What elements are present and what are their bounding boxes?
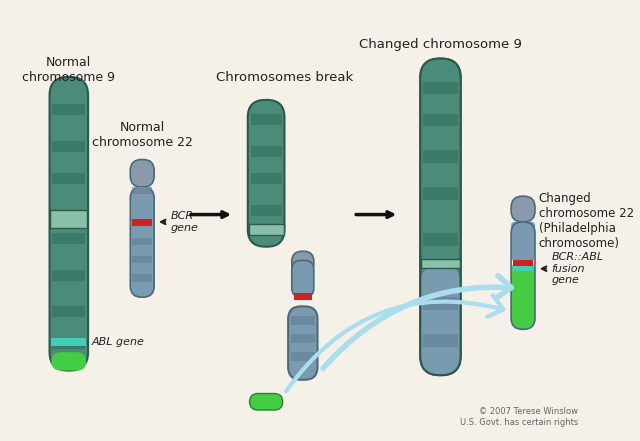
FancyBboxPatch shape (511, 261, 535, 329)
FancyBboxPatch shape (420, 59, 461, 375)
Bar (132, 274, 152, 281)
FancyBboxPatch shape (511, 222, 535, 261)
Bar (250, 114, 282, 125)
Bar (423, 233, 458, 246)
Bar (250, 173, 282, 184)
Bar (132, 256, 152, 263)
Bar (52, 173, 85, 184)
FancyBboxPatch shape (250, 393, 283, 410)
Bar (423, 114, 458, 127)
FancyArrowPatch shape (323, 276, 511, 369)
FancyBboxPatch shape (131, 187, 154, 297)
Bar (423, 150, 458, 163)
Bar (423, 334, 458, 347)
FancyBboxPatch shape (420, 59, 461, 265)
Text: ABL gene: ABL gene (92, 337, 145, 347)
Text: Changed chromosome 9: Changed chromosome 9 (359, 38, 522, 51)
Bar (52, 338, 85, 349)
Bar (291, 352, 315, 361)
Bar (52, 141, 85, 152)
Bar (421, 258, 460, 268)
Bar (51, 210, 87, 228)
Text: BCR::ABL
fusion
gene: BCR::ABL fusion gene (542, 252, 604, 285)
Bar (423, 187, 458, 200)
Text: BCR
gene: BCR gene (161, 211, 198, 233)
Bar (513, 266, 533, 272)
Bar (52, 269, 85, 280)
Bar (132, 219, 152, 226)
Bar (250, 146, 282, 157)
FancyBboxPatch shape (420, 265, 461, 375)
Bar (250, 206, 282, 217)
Bar (52, 306, 85, 318)
FancyBboxPatch shape (511, 196, 535, 222)
Text: Changed
chromosome 22
(Philadelphia
chromosome): Changed chromosome 22 (Philadelphia chro… (539, 192, 634, 250)
Text: Normal
chromosome 22: Normal chromosome 22 (92, 120, 193, 149)
Bar (52, 105, 85, 116)
Bar (52, 233, 85, 244)
Bar (423, 297, 458, 310)
Bar (132, 238, 152, 245)
Bar (135, 187, 150, 196)
Bar (291, 334, 315, 343)
Bar (51, 338, 86, 346)
FancyBboxPatch shape (292, 251, 314, 274)
FancyBboxPatch shape (131, 160, 154, 187)
FancyArrowPatch shape (286, 295, 504, 391)
FancyBboxPatch shape (288, 306, 317, 380)
Bar (132, 187, 152, 194)
FancyBboxPatch shape (292, 261, 314, 297)
FancyBboxPatch shape (49, 77, 88, 370)
Bar (291, 315, 315, 325)
FancyBboxPatch shape (248, 100, 284, 247)
Text: Normal
chromosome 9: Normal chromosome 9 (22, 56, 115, 84)
Bar (294, 292, 312, 300)
Bar (513, 261, 533, 266)
Bar (249, 224, 284, 235)
FancyBboxPatch shape (51, 352, 86, 370)
Text: © 2007 Terese Winslow
U.S. Govt. has certain rights: © 2007 Terese Winslow U.S. Govt. has cer… (460, 407, 578, 427)
Text: Chromosomes break: Chromosomes break (216, 71, 353, 84)
Bar (423, 82, 458, 94)
